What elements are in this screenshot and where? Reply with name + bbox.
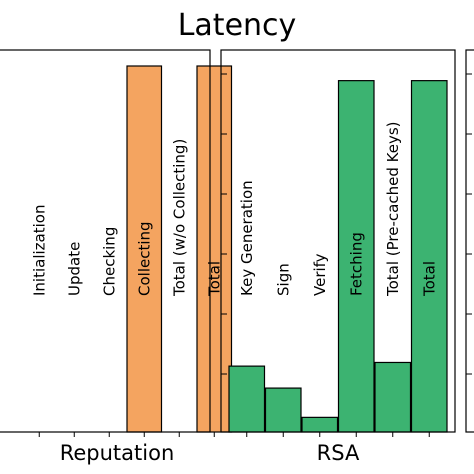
chart-title: Latency xyxy=(178,8,297,43)
panel-reputation: Initialization Update Checking Collecting To… xyxy=(0,49,233,465)
bar-rsa-5 xyxy=(410,80,448,433)
xlabel-rsa: RSA xyxy=(317,441,360,465)
bar-label-reputation-3: Collecting xyxy=(135,221,153,296)
bar-rsa-0 xyxy=(228,365,266,433)
bar-label-reputation-0: Initialization xyxy=(30,205,48,296)
panels: Initialization Update Checking Collecting To… xyxy=(0,49,474,465)
bar-label-reputation-1: Update xyxy=(65,242,83,296)
bar-reputation-3 xyxy=(126,65,163,433)
bar-rsa-3 xyxy=(337,80,375,433)
axes-frame-rsa xyxy=(220,49,456,433)
bar-reputation-5 xyxy=(196,65,233,433)
bar-rsa-2 xyxy=(301,416,339,433)
bar-label-rsa-1: Sign xyxy=(274,263,292,296)
bar-rsa-4 xyxy=(374,361,412,433)
xlabel-reputation: Reputation xyxy=(60,441,175,465)
bar-label-reputation-2: Checking xyxy=(100,227,118,296)
panel-rsa: Key Generation Sign Verify Fetching Total (P… xyxy=(220,49,456,465)
bar-label-rsa-2: Verify xyxy=(311,253,329,296)
bar-label-reputation-4: Total (w/o Collecting) xyxy=(170,139,188,297)
bar-label-rsa-4: Total (Pre-cached Keys) xyxy=(384,122,402,298)
bar-label-rsa-3: Fetching xyxy=(347,232,365,296)
axes-frame-third xyxy=(465,49,474,433)
panel-third xyxy=(465,49,474,433)
bar-label-rsa-0: Key Generation xyxy=(238,180,256,296)
axes-frame-reputation xyxy=(0,49,211,433)
bar-label-rsa-5: Total xyxy=(420,261,438,297)
bar-rsa-1 xyxy=(264,387,302,433)
